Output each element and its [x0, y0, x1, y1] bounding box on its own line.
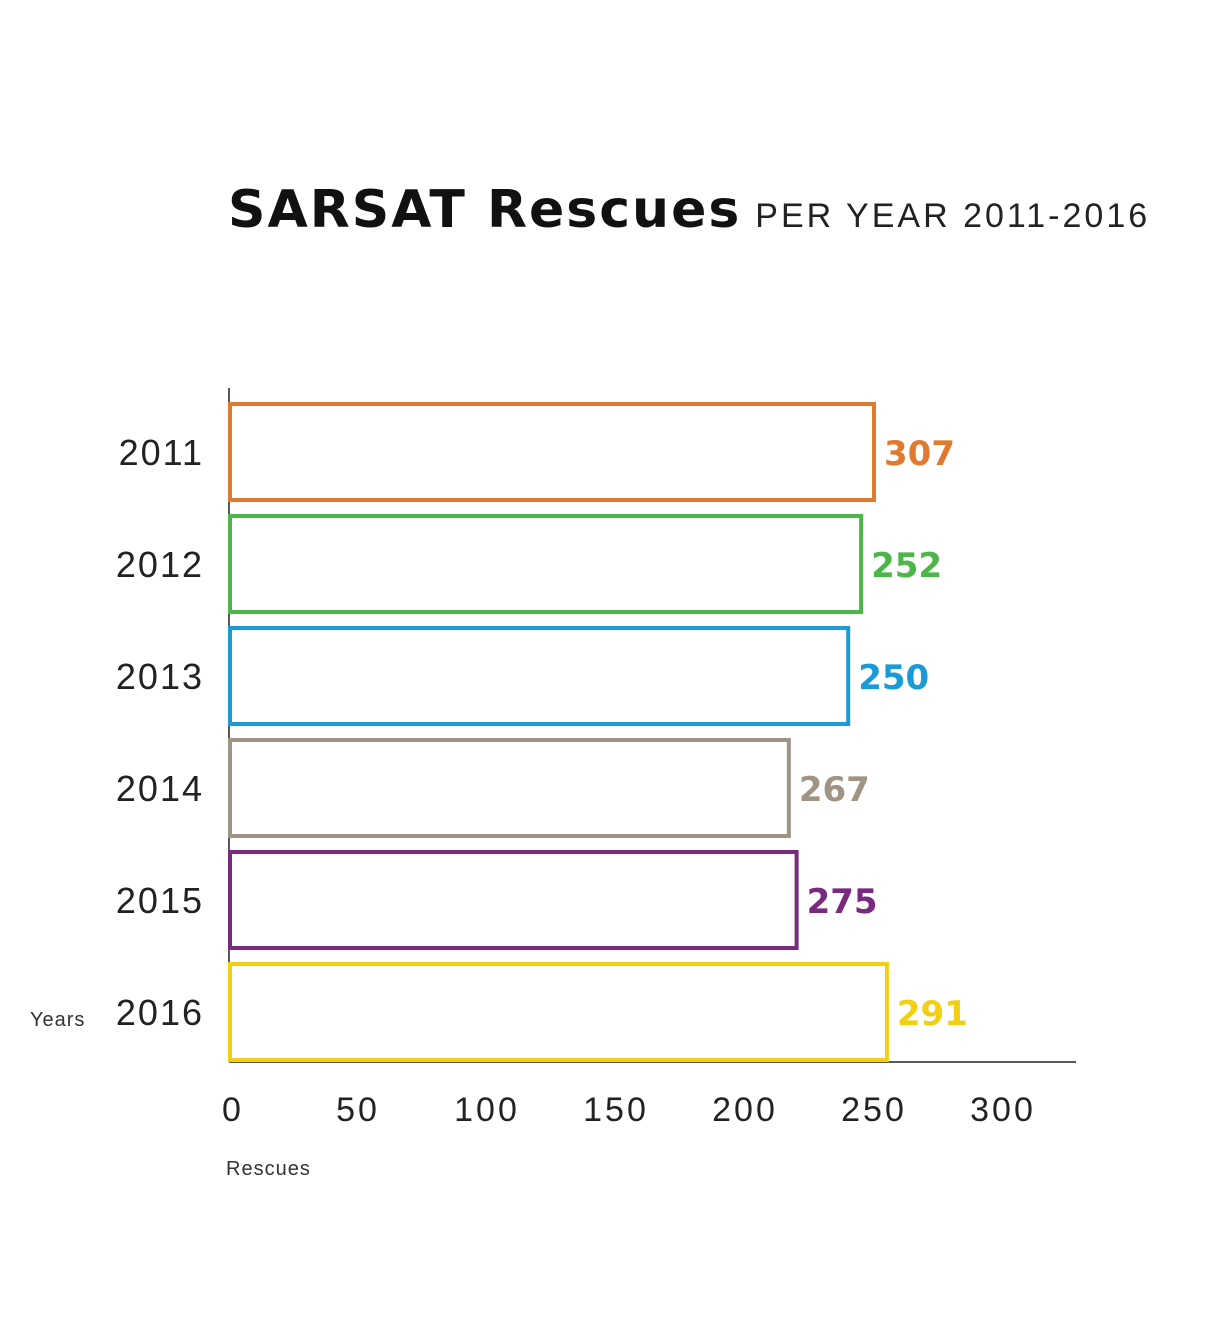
value-label: 250 [858, 658, 929, 698]
bar [228, 738, 791, 838]
chart-subtitle: PER YEAR 2011-2016 [755, 197, 1151, 235]
x-tick-label: 150 [583, 1091, 649, 1129]
x-tick-label: 300 [970, 1091, 1036, 1129]
x-tick-label: 250 [841, 1091, 907, 1129]
value-label: 291 [897, 994, 968, 1034]
category-label: 2016 [116, 992, 204, 1033]
bar [228, 626, 851, 726]
bar [228, 962, 889, 1062]
bar [228, 850, 799, 950]
x-tick-label: 200 [712, 1091, 778, 1129]
value-label: 252 [871, 546, 942, 586]
bar [228, 402, 876, 502]
value-label: 307 [884, 434, 955, 474]
chart-title: SARSAT Rescues PER YEAR 2011-2016 [228, 180, 1150, 240]
value-label: 275 [807, 882, 878, 922]
category-label: 2011 [119, 432, 204, 473]
category-label: 2012 [116, 544, 204, 585]
bar [228, 514, 864, 614]
chart-title-main: SARSAT Rescues [228, 180, 742, 240]
x-axis-title: Rescues [226, 1158, 311, 1180]
x-tick-label: 100 [454, 1091, 520, 1129]
x-tick-label: 0 [222, 1091, 244, 1129]
category-label: 2015 [116, 880, 204, 921]
category-label: 2014 [116, 768, 204, 809]
x-tick-label: 50 [336, 1091, 380, 1129]
y-axis-title: Years [30, 1009, 85, 1031]
category-label: 2013 [116, 656, 204, 697]
value-label: 267 [799, 770, 870, 810]
